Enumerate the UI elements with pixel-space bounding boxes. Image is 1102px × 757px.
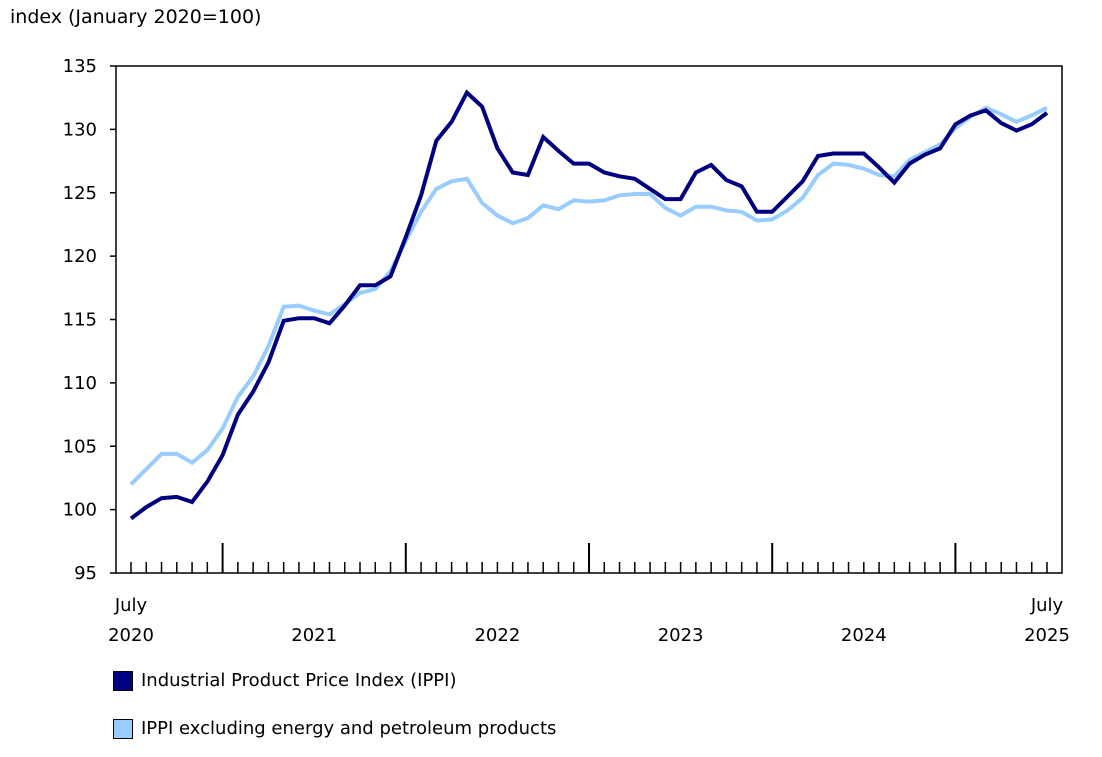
plot-frame: [115, 65, 1063, 574]
legend-item-ippi-ex-energy: IPPI excluding energy and petroleum prod…: [113, 718, 556, 739]
y-tick-label: 105: [63, 436, 97, 457]
x-tick-label: 2025: [1024, 625, 1070, 646]
x-tick-label: 2024: [841, 625, 887, 646]
y-tick-label: 130: [63, 119, 97, 140]
y-tick-label: 120: [63, 246, 97, 267]
y-tick-label: 125: [63, 183, 97, 204]
y-tick-label: 115: [63, 310, 97, 331]
y-tick-label: 110: [63, 373, 97, 394]
legend-label-ippi-ex-energy: IPPI excluding energy and petroleum prod…: [141, 718, 557, 739]
y-axis-unit-label: index (January 2020=100): [10, 6, 262, 28]
legend-swatch-ippi: [113, 670, 133, 691]
x-tick-label: 2021: [291, 625, 337, 646]
y-tick-label: 95: [74, 563, 97, 584]
legend-label-ippi: Industrial Product Price Index (IPPI): [141, 670, 457, 691]
y-tick-label: 100: [63, 500, 97, 521]
x-tick-label: 2023: [658, 625, 704, 646]
series-line-ippi: [129, 89, 1049, 521]
x-tick-label: 2022: [474, 625, 520, 646]
x-tick-label: July: [114, 595, 148, 616]
legend-swatch-ippi-ex-energy: [113, 718, 133, 739]
x-tick-label: 2020: [108, 625, 154, 646]
legend-item-ippi: Industrial Product Price Index (IPPI): [113, 670, 456, 691]
y-tick-label: 135: [63, 56, 97, 77]
line-chart: 95 100 105 110 115 120 125 130 135 July 2020 2021 20…: [63, 56, 1070, 646]
series-line-ippi-ex-energy: [129, 105, 1048, 486]
x-tick-label: July: [1030, 595, 1064, 616]
